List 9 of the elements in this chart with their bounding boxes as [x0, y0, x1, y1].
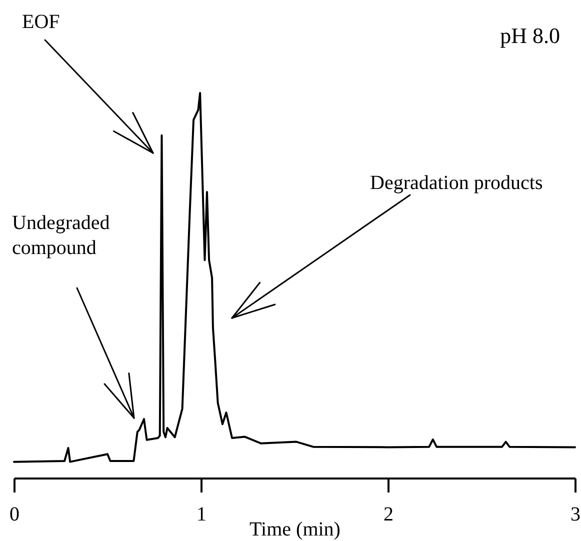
x-tick-label: 3 — [570, 504, 580, 526]
text: pH 8.0 — [500, 23, 560, 48]
x-axis-title: Time (min) — [250, 518, 340, 540]
text: EOF — [22, 11, 60, 33]
annotation: Undegraded compound — [12, 212, 110, 259]
x-tick-label: 1 — [196, 504, 206, 526]
annotation: Degradation products — [370, 172, 543, 194]
x-tick-label: 0 — [10, 504, 20, 526]
x-tick-label: 2 — [384, 504, 394, 526]
